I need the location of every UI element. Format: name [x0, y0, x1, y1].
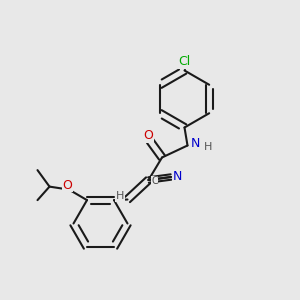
Text: C: C [151, 176, 158, 187]
Text: H: H [116, 191, 124, 202]
Text: O: O [63, 178, 72, 192]
Text: O: O [144, 129, 153, 142]
Text: Cl: Cl [178, 55, 190, 68]
Text: N: N [190, 137, 200, 151]
Text: H: H [204, 142, 212, 152]
Text: N: N [173, 170, 182, 184]
